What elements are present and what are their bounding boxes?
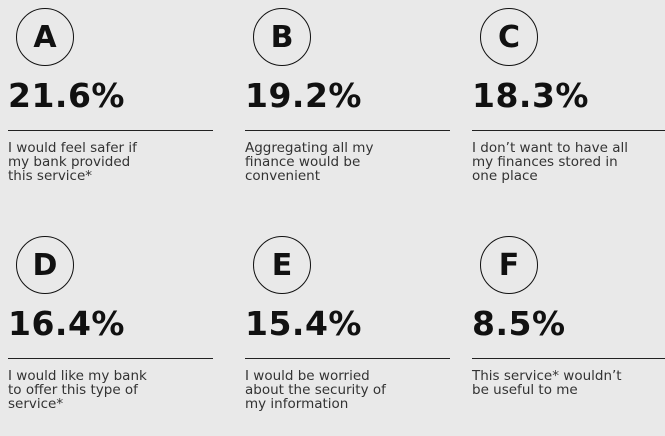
letter-badge: D <box>16 236 74 294</box>
divider <box>245 130 450 131</box>
letter-badge: A <box>16 8 74 66</box>
divider <box>472 130 665 131</box>
description-line: service* <box>8 396 64 412</box>
description-line: finance would be <box>245 154 361 170</box>
description-line: I don’t want to have all <box>472 140 629 156</box>
description-line: convenient <box>245 168 320 184</box>
description-line: be useful to me <box>472 382 578 398</box>
description-line: one place <box>472 168 538 184</box>
stat-card: B 19.2% Aggregating all my finance would be… <box>245 8 450 208</box>
percent: 8.5% <box>472 304 566 343</box>
percent: 16.4% <box>8 304 125 343</box>
description-line: I would feel safer if <box>8 140 137 156</box>
description-line: my bank provided <box>8 154 131 170</box>
letter-badge: C <box>480 8 538 66</box>
divider <box>472 358 665 359</box>
description: Aggregating all my finance would be conven… <box>245 141 373 183</box>
letter-badge: F <box>480 236 538 294</box>
description-line: Aggregating all my <box>245 140 374 156</box>
description-line: to offer this type of <box>8 382 138 398</box>
description: I would like my bank to offer this type o… <box>8 369 147 411</box>
letter-badge: B <box>253 8 311 66</box>
description: I would feel safer if my bank provided thi… <box>8 141 137 183</box>
description-line: about the security of <box>245 382 386 398</box>
percent: 19.2% <box>245 76 362 115</box>
description-line: this service* <box>8 168 93 184</box>
description: I don’t want to have all my finances stor… <box>472 141 628 183</box>
description-line: my finances stored in <box>472 154 618 170</box>
stat-card: A 21.6% I would feel safer if my bank provi… <box>8 8 213 208</box>
description-line: I would like my bank <box>8 368 147 384</box>
stat-card: D 16.4% I would like my bank to offer this … <box>8 236 213 436</box>
letter-badge: E <box>253 236 311 294</box>
divider <box>245 358 450 359</box>
description: I would be worried about the security of m… <box>245 369 386 411</box>
description-line: I would be worried <box>245 368 370 384</box>
stat-card: C 18.3% I don’t want to have all my finance… <box>472 8 665 208</box>
divider <box>8 358 213 359</box>
description: This service* wouldn’t be useful to me <box>472 369 622 397</box>
divider <box>8 130 213 131</box>
description-line: my information <box>245 396 349 412</box>
description-line: This service* wouldn’t <box>472 368 622 384</box>
stat-card: E 15.4% I would be worried about the securi… <box>245 236 450 436</box>
percent: 18.3% <box>472 76 589 115</box>
percent: 15.4% <box>245 304 362 343</box>
stat-card: F 8.5% This service* wouldn’t be useful to … <box>472 236 665 436</box>
infographic: {"items": [ {"letter": "A", "percent": "… <box>8 8 665 411</box>
percent: 21.6% <box>8 76 125 115</box>
